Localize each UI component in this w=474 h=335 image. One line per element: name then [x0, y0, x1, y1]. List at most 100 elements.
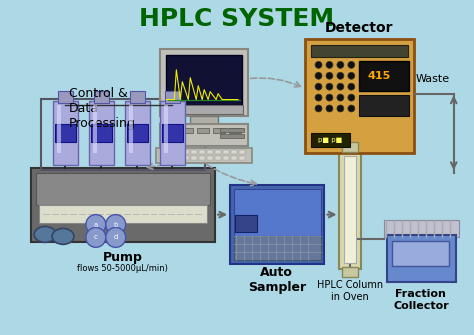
Bar — [342, 142, 358, 152]
Bar — [36, 173, 210, 205]
Circle shape — [315, 72, 322, 79]
Circle shape — [348, 61, 355, 68]
Circle shape — [86, 227, 106, 247]
Bar — [392, 242, 449, 266]
Bar — [93, 105, 97, 153]
Bar — [128, 105, 133, 153]
Circle shape — [337, 105, 344, 112]
Bar — [223, 156, 229, 160]
Bar — [229, 128, 241, 133]
Bar — [166, 55, 242, 105]
Bar — [387, 236, 456, 282]
Circle shape — [106, 215, 126, 234]
Bar — [199, 156, 205, 160]
Text: Auto
Sampler: Auto Sampler — [248, 266, 306, 294]
Bar — [310, 133, 350, 147]
Text: Fraction
Collector: Fraction Collector — [393, 289, 449, 311]
Circle shape — [337, 72, 344, 79]
Bar — [359, 94, 409, 117]
Bar — [58, 91, 73, 103]
Bar — [165, 91, 180, 103]
Text: Pump: Pump — [103, 251, 143, 264]
Bar — [359, 61, 409, 91]
Bar — [191, 156, 197, 160]
Bar — [215, 156, 221, 160]
Text: 415: 415 — [367, 71, 391, 81]
Text: HPLC Column
in Oven: HPLC Column in Oven — [317, 280, 383, 302]
Bar — [342, 267, 358, 277]
Bar — [159, 156, 165, 160]
Bar — [339, 150, 361, 269]
Bar — [165, 105, 243, 115]
Bar — [175, 156, 182, 160]
Bar — [31, 168, 215, 243]
Text: p■ p■: p■ p■ — [319, 137, 343, 143]
Bar — [231, 150, 237, 154]
Bar — [310, 45, 408, 57]
Bar — [231, 156, 237, 160]
Bar — [230, 185, 325, 264]
Bar — [163, 124, 183, 142]
Bar — [159, 150, 165, 154]
Text: b: b — [114, 221, 118, 227]
Bar — [91, 124, 112, 142]
Text: c: c — [94, 234, 98, 241]
Circle shape — [106, 227, 126, 247]
Circle shape — [348, 72, 355, 79]
Bar — [199, 150, 205, 154]
Bar — [41, 98, 205, 170]
Bar — [182, 128, 193, 133]
Bar — [223, 150, 229, 154]
Bar — [129, 91, 145, 103]
Bar — [57, 105, 61, 153]
Bar — [183, 150, 189, 154]
Bar — [207, 150, 213, 154]
Circle shape — [315, 105, 322, 112]
Bar — [127, 124, 147, 142]
Bar — [191, 150, 197, 154]
Bar — [190, 117, 218, 124]
Bar — [167, 156, 173, 160]
Bar — [55, 124, 76, 142]
Text: Control &
Data
Processing: Control & Data Processing — [69, 87, 136, 130]
Text: HPLC SYSTEM: HPLC SYSTEM — [139, 7, 335, 31]
Circle shape — [348, 94, 355, 101]
Bar — [234, 189, 320, 239]
Bar — [213, 128, 225, 133]
Bar — [89, 100, 114, 165]
Ellipse shape — [52, 228, 74, 244]
Bar — [125, 100, 149, 165]
Bar — [305, 39, 414, 153]
Circle shape — [326, 61, 333, 68]
Bar — [235, 215, 257, 232]
Bar — [239, 156, 245, 160]
Ellipse shape — [34, 226, 56, 243]
Bar — [94, 91, 109, 103]
Text: flows 50-5000μL/min): flows 50-5000μL/min) — [77, 264, 168, 273]
Bar — [161, 100, 185, 165]
Bar — [207, 156, 213, 160]
Bar — [239, 150, 245, 154]
Circle shape — [326, 105, 333, 112]
Text: Detector: Detector — [325, 21, 393, 35]
Text: d: d — [114, 234, 118, 241]
Bar — [345, 156, 356, 263]
Bar — [161, 124, 248, 146]
Bar — [165, 128, 177, 133]
Bar — [234, 237, 320, 260]
Circle shape — [337, 61, 344, 68]
Circle shape — [315, 83, 322, 90]
Bar — [167, 150, 173, 154]
Bar — [220, 128, 244, 132]
Bar — [215, 150, 221, 154]
Circle shape — [315, 94, 322, 101]
Circle shape — [315, 61, 322, 68]
Bar — [183, 156, 189, 160]
Text: Waste: Waste — [416, 74, 450, 84]
Circle shape — [326, 94, 333, 101]
Bar — [175, 150, 182, 154]
Text: a: a — [94, 221, 98, 227]
Circle shape — [326, 83, 333, 90]
Circle shape — [326, 72, 333, 79]
Circle shape — [86, 215, 106, 234]
